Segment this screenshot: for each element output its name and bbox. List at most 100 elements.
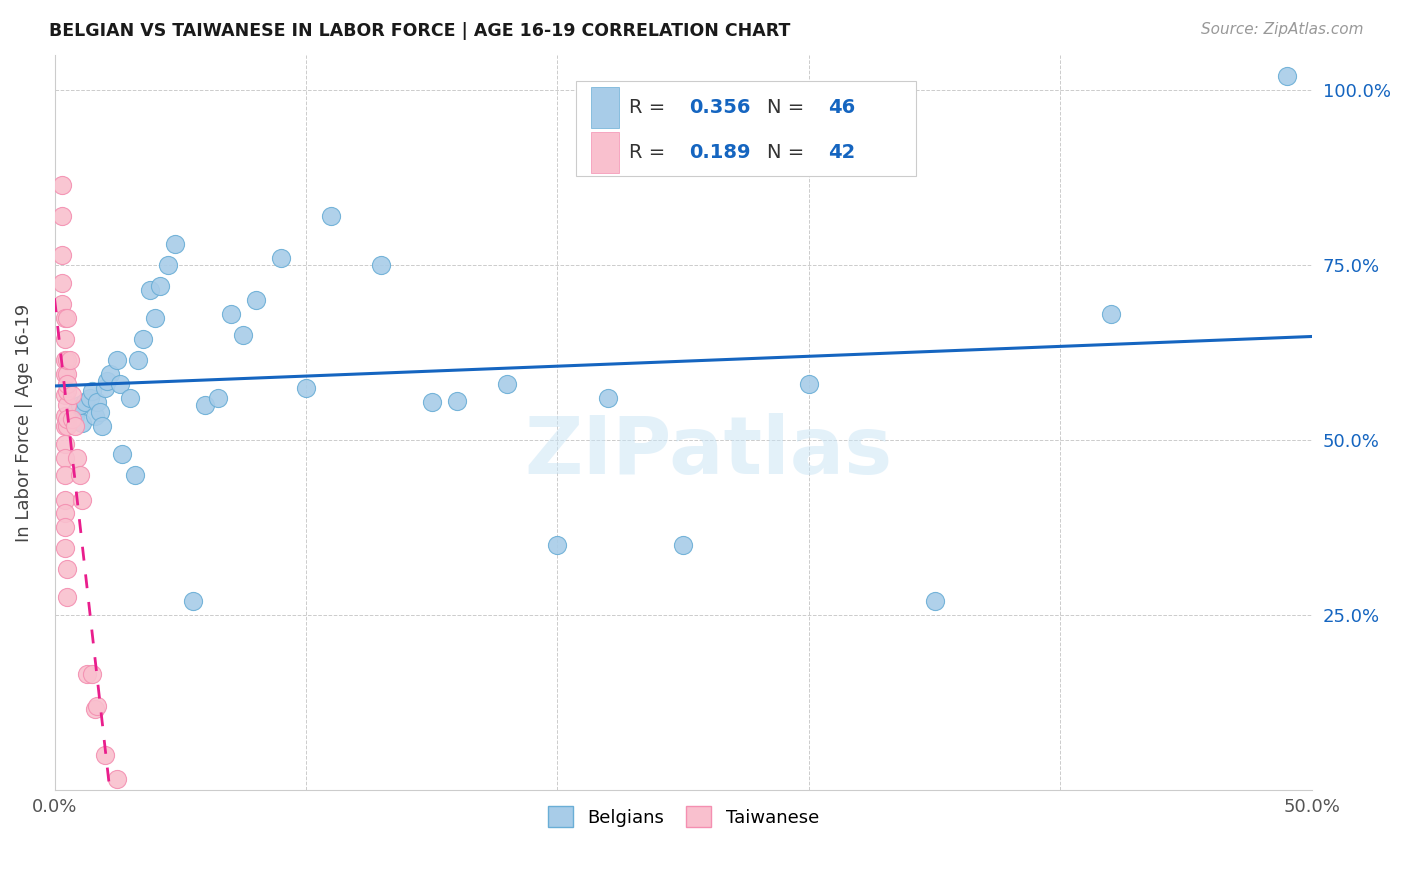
Point bbox=[91, 419, 114, 434]
Point bbox=[53, 367, 76, 381]
Text: Source: ZipAtlas.com: Source: ZipAtlas.com bbox=[1201, 22, 1364, 37]
Point bbox=[96, 374, 118, 388]
Point bbox=[245, 293, 267, 307]
Point bbox=[53, 492, 76, 507]
Text: 0.189: 0.189 bbox=[689, 143, 751, 162]
Point bbox=[60, 387, 83, 401]
Point bbox=[66, 401, 89, 416]
Point bbox=[53, 409, 76, 423]
Point bbox=[56, 352, 79, 367]
Point bbox=[53, 387, 76, 401]
Point bbox=[98, 367, 121, 381]
Point bbox=[86, 394, 108, 409]
Point bbox=[596, 391, 619, 405]
Point bbox=[156, 258, 179, 272]
Point bbox=[83, 409, 105, 423]
Point bbox=[53, 310, 76, 325]
Point bbox=[69, 398, 91, 412]
Point bbox=[66, 450, 89, 465]
Point bbox=[165, 237, 187, 252]
Text: 46: 46 bbox=[828, 98, 855, 117]
Point bbox=[94, 380, 117, 394]
Legend: Belgians, Taiwanese: Belgians, Taiwanese bbox=[538, 797, 828, 836]
Point bbox=[83, 702, 105, 716]
Point bbox=[53, 541, 76, 556]
Point bbox=[321, 209, 343, 223]
Point bbox=[446, 393, 468, 408]
Point bbox=[79, 391, 101, 405]
Point bbox=[1275, 69, 1298, 83]
Text: ZIPatlas: ZIPatlas bbox=[524, 413, 893, 491]
Point bbox=[127, 352, 149, 367]
Point bbox=[295, 380, 318, 394]
Text: N =: N = bbox=[768, 143, 811, 162]
Text: 42: 42 bbox=[828, 143, 855, 162]
Point bbox=[73, 394, 96, 409]
Point bbox=[370, 258, 392, 272]
Point bbox=[59, 352, 82, 367]
Point bbox=[56, 419, 79, 434]
Point bbox=[53, 352, 76, 367]
Point bbox=[56, 310, 79, 325]
Text: N =: N = bbox=[768, 98, 811, 117]
Y-axis label: In Labor Force | Age 16-19: In Labor Force | Age 16-19 bbox=[15, 303, 32, 541]
Point bbox=[111, 447, 134, 461]
Point bbox=[86, 698, 108, 713]
FancyBboxPatch shape bbox=[576, 81, 915, 177]
Point bbox=[94, 747, 117, 762]
Point bbox=[496, 377, 519, 392]
Point bbox=[63, 419, 86, 434]
Point bbox=[124, 468, 146, 483]
Point bbox=[69, 468, 91, 483]
Point bbox=[1099, 307, 1122, 321]
Point bbox=[105, 352, 128, 367]
Text: R =: R = bbox=[628, 98, 672, 117]
Point bbox=[219, 307, 242, 321]
Point bbox=[131, 332, 153, 346]
Point bbox=[56, 367, 79, 381]
Point bbox=[232, 328, 254, 343]
Point bbox=[105, 772, 128, 787]
FancyBboxPatch shape bbox=[592, 132, 619, 173]
Point bbox=[53, 507, 76, 521]
Point bbox=[56, 412, 79, 426]
Point bbox=[672, 538, 695, 552]
Point bbox=[82, 384, 104, 398]
Point bbox=[139, 283, 162, 297]
Text: 0.356: 0.356 bbox=[689, 98, 751, 117]
Point bbox=[70, 416, 93, 430]
Point bbox=[181, 594, 204, 608]
Point bbox=[63, 409, 86, 423]
Point bbox=[546, 538, 568, 552]
Point bbox=[270, 251, 292, 265]
Point bbox=[51, 247, 73, 261]
Point bbox=[143, 310, 166, 325]
Point bbox=[51, 209, 73, 223]
Point bbox=[53, 436, 76, 450]
Point bbox=[51, 296, 73, 310]
FancyBboxPatch shape bbox=[592, 87, 619, 128]
Point bbox=[797, 377, 820, 392]
Point bbox=[149, 279, 172, 293]
Point bbox=[51, 178, 73, 192]
Text: BELGIAN VS TAIWANESE IN LABOR FORCE | AGE 16-19 CORRELATION CHART: BELGIAN VS TAIWANESE IN LABOR FORCE | AG… bbox=[49, 22, 790, 40]
Point bbox=[56, 591, 79, 605]
Point bbox=[53, 332, 76, 346]
Point bbox=[108, 377, 131, 392]
Point bbox=[51, 276, 73, 290]
Point bbox=[53, 520, 76, 534]
Point bbox=[56, 377, 79, 392]
Point bbox=[53, 468, 76, 483]
Point bbox=[56, 562, 79, 576]
Point bbox=[89, 405, 111, 419]
Point bbox=[76, 667, 98, 681]
Point bbox=[53, 450, 76, 465]
Point bbox=[194, 398, 217, 412]
Point bbox=[53, 419, 76, 434]
Point bbox=[82, 667, 104, 681]
Text: R =: R = bbox=[628, 143, 672, 162]
Point bbox=[56, 398, 79, 412]
Point bbox=[56, 384, 79, 398]
Point bbox=[207, 391, 229, 405]
Point bbox=[70, 492, 93, 507]
